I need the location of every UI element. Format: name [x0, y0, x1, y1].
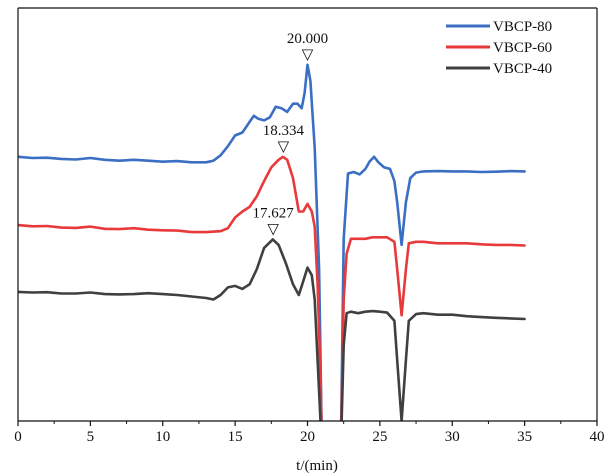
x-tick-label: 40: [590, 429, 605, 445]
legend-label: VBCP-60: [493, 40, 552, 56]
x-tick-label: 5: [87, 429, 95, 445]
peak-marker-icon: ▽: [278, 139, 290, 155]
x-tick-label: 10: [155, 429, 170, 445]
x-tick-label: 15: [228, 429, 243, 445]
peak-marker-icon: ▽: [302, 47, 314, 63]
x-axis: 0 5 10 15 20 25 30 35 40: [14, 7, 605, 445]
legend: VBCP-80 VBCP-60 VBCP-40: [446, 19, 552, 77]
series-line-vbcp-60-1: [18, 155, 323, 421]
legend-label: VBCP-40: [493, 61, 552, 77]
series-line-vbcp-40-2: [340, 309, 526, 421]
peak-marker-icon: ▽: [267, 221, 279, 237]
series-vbcp-60: [18, 155, 526, 421]
peak-label: 20.000: [287, 31, 328, 47]
series-line-vbcp-40-1: [18, 238, 322, 421]
series-line-vbcp-60-2: [340, 236, 526, 421]
series-layer: [18, 63, 526, 421]
x-axis-label: t/(min): [296, 458, 338, 474]
legend-item: VBCP-80: [446, 19, 552, 35]
series-vbcp-40: [18, 238, 526, 421]
series-line-vbcp-80-1: [18, 63, 323, 421]
peak-label: 18.334: [263, 123, 305, 139]
x-tick-label: 0: [14, 429, 22, 445]
peak-label: 17.627: [253, 205, 295, 221]
legend-item: VBCP-40: [446, 61, 552, 77]
peak-annotations: ▽20.000▽18.334▽17.627: [253, 31, 329, 238]
series-vbcp-80: [18, 63, 526, 421]
legend-label: VBCP-80: [493, 19, 552, 35]
legend-item: VBCP-60: [446, 40, 552, 56]
x-tick-label: 25: [372, 429, 387, 445]
series-line-vbcp-80-2: [339, 155, 526, 421]
x-tick-label: 20: [300, 429, 315, 445]
x-tick-label: 30: [445, 429, 460, 445]
x-tick-label: 35: [517, 429, 532, 445]
